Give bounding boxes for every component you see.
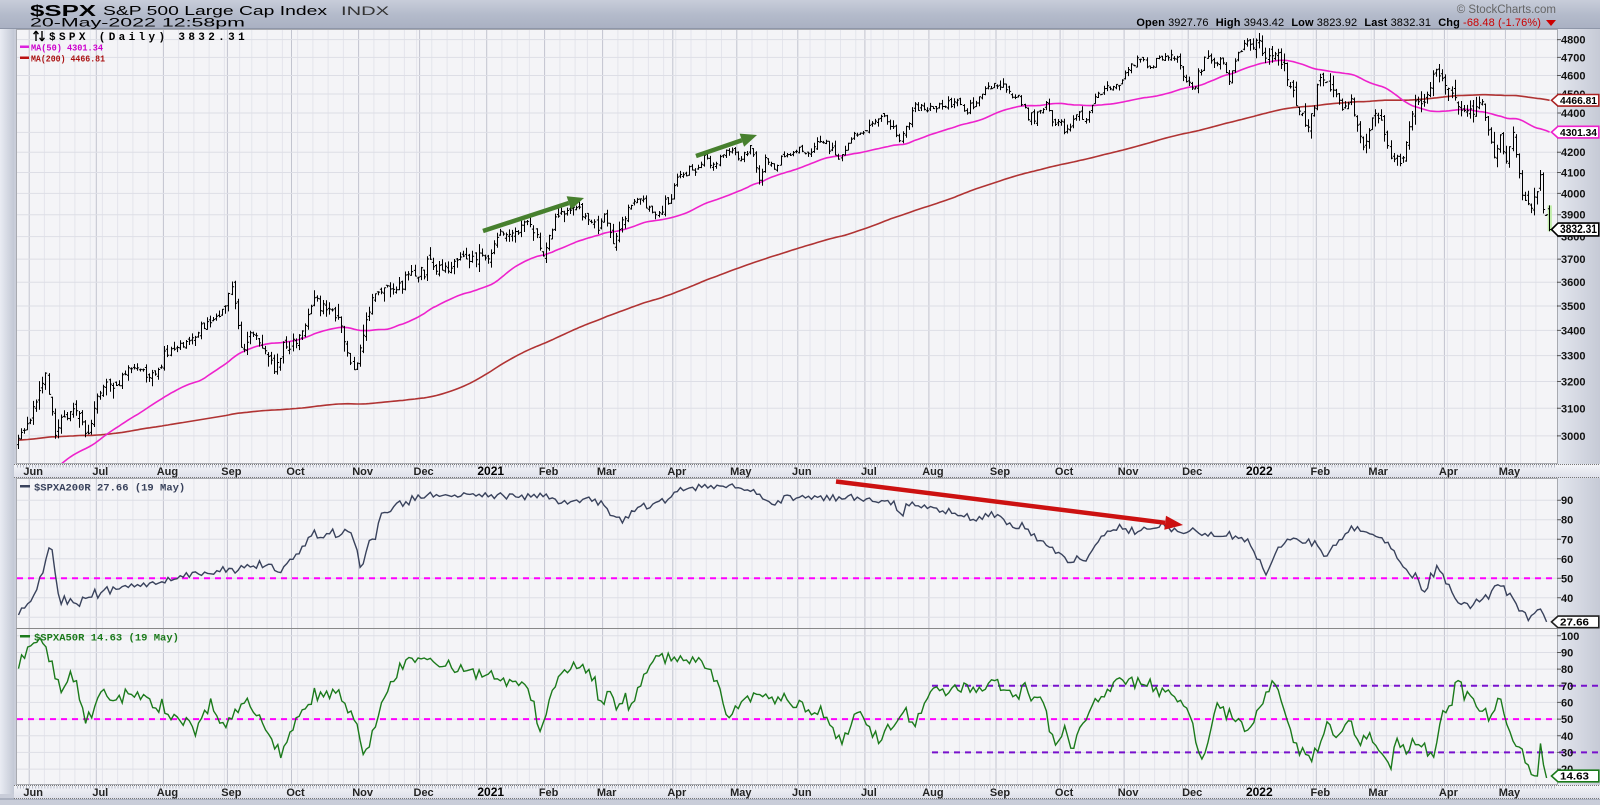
- svg-text:Open 3927.76 High 3943.42 Low: Open 3927.76 High 3943.42 Low 3823.92 La…: [1136, 17, 1541, 29]
- svg-text:3700: 3700: [1561, 254, 1585, 266]
- svg-text:Apr: Apr: [1439, 787, 1459, 799]
- svg-text:3200: 3200: [1561, 377, 1585, 389]
- svg-text:2022: 2022: [1246, 464, 1273, 478]
- svg-text:4100: 4100: [1561, 168, 1585, 180]
- svg-text:Oct: Oct: [1055, 787, 1074, 799]
- svg-text:4301.34: 4301.34: [1560, 127, 1597, 139]
- svg-text:20-May-2022 12:58pm: 20-May-2022 12:58pm: [30, 16, 245, 30]
- svg-text:2021: 2021: [477, 464, 504, 478]
- svg-text:Jun: Jun: [792, 787, 812, 799]
- svg-text:Mar: Mar: [597, 466, 617, 478]
- svg-text:Jun: Jun: [23, 466, 43, 478]
- svg-text:100: 100: [1561, 631, 1579, 643]
- svg-text:27.66: 27.66: [1560, 617, 1589, 629]
- svg-text:2021: 2021: [477, 785, 504, 799]
- svg-text:$SPX: $SPX: [30, 3, 97, 20]
- svg-text:Apr: Apr: [1439, 466, 1459, 478]
- svg-text:Apr: Apr: [667, 787, 687, 799]
- svg-text:May: May: [1499, 787, 1521, 799]
- svg-text:50: 50: [1561, 573, 1573, 585]
- svg-text:May: May: [730, 466, 752, 478]
- svg-text:40: 40: [1561, 731, 1573, 743]
- svg-text:80: 80: [1561, 664, 1573, 676]
- svg-text:Aug: Aug: [157, 787, 178, 799]
- svg-text:$SPX (Daily) 3832.31: $SPX (Daily) 3832.31: [49, 32, 248, 44]
- svg-text:60: 60: [1561, 554, 1573, 566]
- svg-text:Dec: Dec: [1182, 787, 1202, 799]
- svg-text:4400: 4400: [1561, 108, 1585, 120]
- svg-text:INDX: INDX: [341, 6, 390, 18]
- svg-text:4600: 4600: [1561, 71, 1585, 83]
- svg-text:60: 60: [1561, 697, 1573, 709]
- svg-text:Jul: Jul: [861, 787, 877, 799]
- svg-text:14.63: 14.63: [1560, 771, 1589, 783]
- svg-text:Jun: Jun: [23, 787, 43, 799]
- svg-text:© StockCharts.com: © StockCharts.com: [1457, 4, 1556, 16]
- svg-text:Apr: Apr: [667, 466, 687, 478]
- svg-text:Dec: Dec: [1182, 466, 1202, 478]
- svg-text:May: May: [730, 787, 752, 799]
- svg-text:MA(200) 4466.81: MA(200) 4466.81: [31, 54, 105, 65]
- svg-text:Feb: Feb: [539, 787, 559, 799]
- svg-text:3600: 3600: [1561, 277, 1585, 289]
- svg-text:3300: 3300: [1561, 351, 1585, 363]
- svg-text:$SPXA50R 14.63 (19 May): $SPXA50R 14.63 (19 May): [34, 633, 179, 645]
- svg-text:Nov: Nov: [352, 787, 374, 799]
- svg-text:MA(50) 4301.34: MA(50) 4301.34: [31, 43, 103, 54]
- svg-text:May: May: [1499, 466, 1521, 478]
- svg-text:Sep: Sep: [990, 787, 1010, 799]
- svg-text:Aug: Aug: [922, 787, 943, 799]
- svg-text:3832.31: 3832.31: [1560, 224, 1598, 236]
- svg-text:Mar: Mar: [597, 787, 617, 799]
- svg-text:70: 70: [1561, 681, 1573, 693]
- svg-text:3400: 3400: [1561, 325, 1585, 337]
- svg-text:Mar: Mar: [1368, 466, 1388, 478]
- svg-text:90: 90: [1561, 648, 1573, 660]
- svg-text:50: 50: [1561, 714, 1573, 726]
- svg-text:4466.81: 4466.81: [1560, 95, 1597, 107]
- svg-text:90: 90: [1561, 495, 1573, 507]
- svg-text:Jul: Jul: [92, 466, 108, 478]
- svg-text:Nov: Nov: [1118, 466, 1140, 478]
- svg-text:70: 70: [1561, 534, 1573, 546]
- svg-text:4200: 4200: [1561, 147, 1585, 159]
- svg-text:Feb: Feb: [1311, 787, 1331, 799]
- svg-text:4000: 4000: [1561, 188, 1585, 200]
- svg-text:Jul: Jul: [92, 787, 108, 799]
- svg-text:3900: 3900: [1561, 210, 1585, 222]
- svg-text:Dec: Dec: [414, 787, 434, 799]
- svg-text:Sep: Sep: [221, 787, 241, 799]
- svg-text:3000: 3000: [1561, 431, 1585, 443]
- svg-text:Mar: Mar: [1368, 787, 1388, 799]
- svg-text:Sep: Sep: [221, 466, 241, 478]
- svg-text:Nov: Nov: [352, 466, 374, 478]
- svg-text:S&P 500 Large Cap Index: S&P 500 Large Cap Index: [103, 3, 328, 18]
- svg-text:3500: 3500: [1561, 301, 1585, 313]
- svg-text:80: 80: [1561, 515, 1573, 527]
- svg-text:Oct: Oct: [286, 466, 305, 478]
- svg-text:Aug: Aug: [922, 466, 943, 478]
- svg-text:2022: 2022: [1246, 785, 1273, 799]
- svg-text:Sep: Sep: [990, 466, 1010, 478]
- svg-text:4800: 4800: [1561, 35, 1585, 47]
- svg-text:Aug: Aug: [157, 466, 178, 478]
- svg-text:30: 30: [1561, 747, 1573, 759]
- svg-text:$SPXA200R 27.66 (19 May): $SPXA200R 27.66 (19 May): [34, 483, 185, 495]
- svg-text:4700: 4700: [1561, 52, 1585, 64]
- svg-text:Dec: Dec: [414, 466, 434, 478]
- svg-text:Oct: Oct: [1055, 466, 1074, 478]
- svg-text:Feb: Feb: [539, 466, 559, 478]
- svg-text:Nov: Nov: [1118, 787, 1140, 799]
- svg-text:Jul: Jul: [861, 466, 877, 478]
- svg-text:3100: 3100: [1561, 403, 1585, 415]
- svg-text:Feb: Feb: [1311, 466, 1331, 478]
- svg-text:Oct: Oct: [286, 787, 305, 799]
- svg-text:Jun: Jun: [792, 466, 812, 478]
- svg-text:40: 40: [1561, 593, 1573, 605]
